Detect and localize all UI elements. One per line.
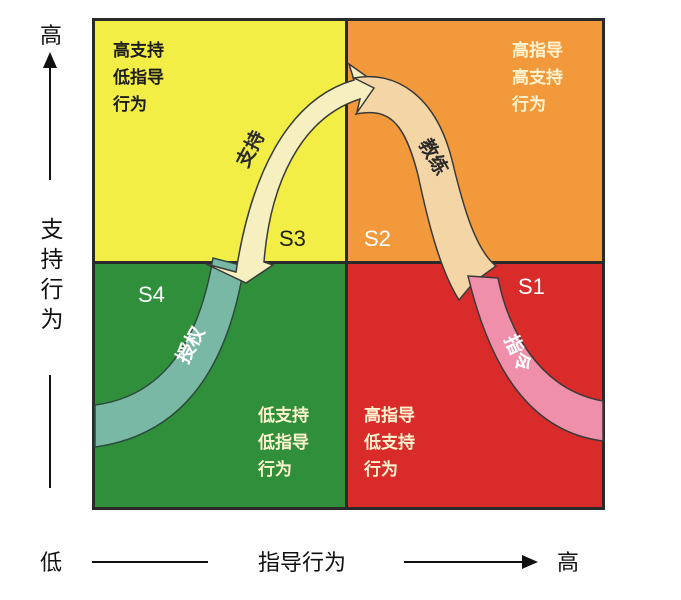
style-code-s3: S3 — [279, 226, 306, 251]
x-axis-label: 指导行为 — [258, 551, 347, 576]
quadrant-s2-description: 高指导 高支持 行为 — [512, 38, 563, 119]
text-line: 行为 — [113, 95, 147, 115]
vertical-divider — [345, 18, 348, 510]
y-axis-lower-line — [49, 375, 51, 488]
x-axis-high-label: 高 — [557, 551, 580, 576]
text-line: 低指导 — [113, 68, 164, 88]
x-axis-left-line — [92, 561, 208, 563]
quadrant-s4-description: 低支持 低指导 行为 — [258, 403, 309, 484]
y-axis-label: 支 持 行 为 — [34, 215, 70, 335]
style-code-s4: S4 — [138, 282, 165, 307]
text-line: 高指导 — [512, 41, 563, 61]
y-axis-up-arrow-icon — [43, 52, 57, 180]
text-line: 行为 — [258, 460, 292, 480]
x-axis-low-label: 低 — [40, 551, 63, 576]
text-line: 低指导 — [258, 433, 309, 453]
supporting-label: 支持 — [231, 127, 270, 172]
delegating-arrow — [94, 257, 245, 448]
style-code-s1: S1 — [518, 274, 545, 299]
y-axis-label-char: 支 — [40, 217, 64, 243]
quadrant-s2 — [347, 18, 605, 263]
quadrant-s3-description: 高支持 低指导 行为 — [113, 38, 164, 119]
text-line: 行为 — [364, 460, 398, 480]
quadrant-s1-description: 高指导 低支持 行为 — [364, 403, 415, 484]
y-axis-label-char: 持 — [40, 247, 64, 273]
text-line: 高支持 — [512, 68, 563, 88]
text-line: 高支持 — [113, 41, 164, 61]
directing-arrow — [467, 275, 604, 442]
y-axis-high-label: 高 — [40, 24, 63, 49]
text-line: 行为 — [512, 95, 546, 115]
horizontal-divider — [92, 261, 605, 264]
x-axis-right-arrow-icon — [404, 555, 538, 569]
supporting-arrow — [205, 62, 382, 284]
text-line: 低支持 — [364, 433, 415, 453]
y-axis-label-char: 为 — [40, 307, 64, 333]
style-code-s2: S2 — [364, 226, 391, 251]
y-axis-label-char: 行 — [40, 277, 64, 303]
coaching-arrow — [351, 75, 498, 302]
text-line: 低支持 — [258, 406, 309, 426]
text-line: 高指导 — [364, 406, 415, 426]
quadrant-s3 — [92, 18, 347, 263]
